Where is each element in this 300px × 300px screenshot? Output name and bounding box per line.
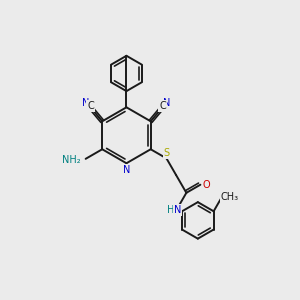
Text: N: N: [123, 165, 130, 175]
Text: N: N: [82, 98, 89, 108]
Text: N: N: [174, 205, 182, 215]
Text: CH₃: CH₃: [220, 192, 238, 203]
Text: C: C: [159, 101, 166, 111]
Text: S: S: [164, 148, 169, 158]
Text: H: H: [167, 205, 174, 215]
Text: N: N: [164, 98, 171, 108]
Text: NH₂: NH₂: [62, 155, 80, 165]
Text: C: C: [87, 101, 94, 111]
Text: O: O: [202, 180, 210, 190]
